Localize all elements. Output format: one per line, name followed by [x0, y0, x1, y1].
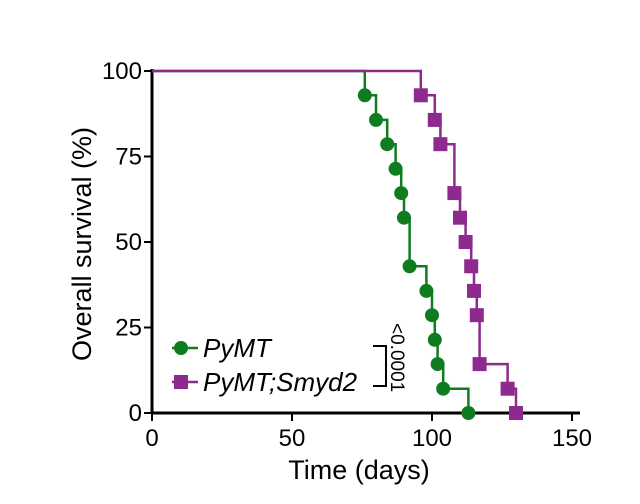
legend-marker [174, 375, 188, 389]
legend-item: PyMT;Smyd2 [172, 367, 358, 397]
censor-point [469, 308, 484, 323]
censor-point [472, 357, 487, 372]
censor-point [397, 210, 411, 225]
x-tick-label: 0 [145, 425, 158, 452]
censor-point [467, 283, 481, 298]
series-layer [152, 69, 523, 420]
p-value-label: <0.0001 [386, 323, 407, 392]
censor-point [419, 283, 434, 298]
x-tick-label: 100 [412, 425, 452, 452]
series-pymt [152, 69, 476, 420]
x-tick-label: 150 [552, 425, 592, 452]
censor-point [402, 259, 417, 274]
censor-point [447, 186, 462, 201]
censor-point [380, 137, 395, 152]
censor-point [500, 381, 515, 396]
y-tick-label: 75 [115, 144, 142, 171]
censor-point [458, 235, 473, 249]
survival-curve [152, 69, 470, 413]
y-tick-label: 50 [115, 229, 142, 256]
censor-point [461, 406, 476, 420]
series-pymt-smyd2 [152, 69, 523, 420]
annotation: <0.0001 [373, 323, 407, 392]
p-value-bracket [373, 345, 387, 387]
censor-point [388, 161, 403, 176]
y-axis-title: Overall survival (%) [67, 127, 97, 361]
censor-point [430, 357, 445, 372]
censor-point [464, 259, 479, 274]
censor-point [436, 381, 451, 396]
censor-point [427, 112, 442, 127]
legend-marker [174, 341, 188, 355]
censor-point [394, 186, 409, 201]
censor-point [369, 112, 383, 127]
censor-point [357, 88, 372, 103]
y-tick-label: 100 [102, 58, 142, 85]
censor-point [509, 406, 523, 420]
censor-point [433, 137, 448, 152]
y-tick-label: 0 [129, 400, 142, 427]
x-axis-title: Time (days) [288, 455, 430, 485]
legend: PyMT PyMT;Smyd2 [172, 333, 358, 397]
censor-point [413, 88, 428, 103]
legend-label: PyMT [203, 333, 273, 363]
censor-point [453, 210, 467, 225]
y-tick-label: 25 [115, 315, 142, 342]
censor-point [427, 332, 442, 347]
legend-item: PyMT [172, 333, 273, 363]
censor-point [425, 308, 439, 323]
legend-label: PyMT;Smyd2 [203, 367, 358, 397]
axes: 0 25 50 75 100 0 50 100 150 Time (days) Overall su… [67, 58, 592, 485]
x-tick-label: 50 [279, 425, 306, 452]
